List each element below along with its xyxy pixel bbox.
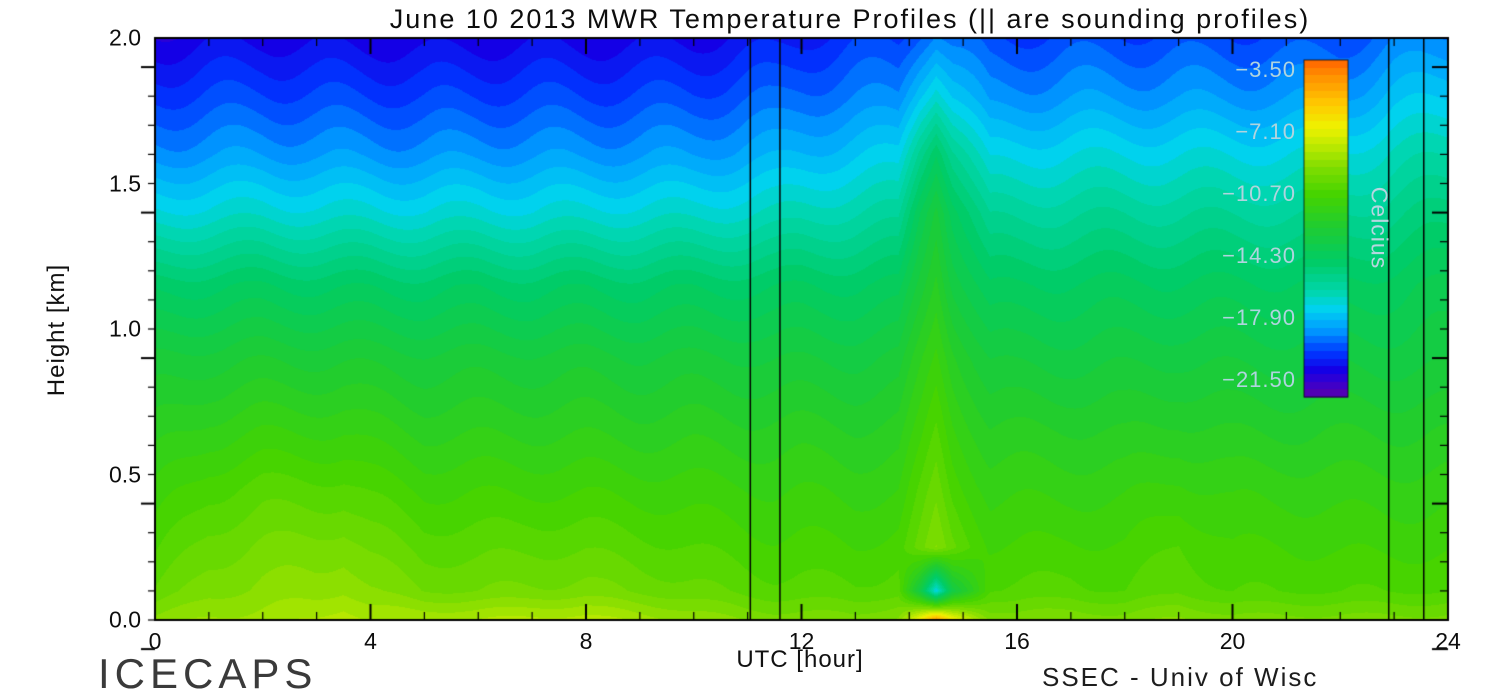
footer-icecaps: ICECAPS bbox=[98, 650, 318, 697]
x-tick-label: 0 bbox=[148, 628, 162, 654]
colorbar-label: Celcius bbox=[1366, 186, 1393, 270]
x-tick-label: 24 bbox=[1435, 628, 1461, 654]
colorbar-tick-label: −17.90 bbox=[1222, 304, 1296, 330]
y-tick-label: 1.0 bbox=[109, 315, 141, 342]
colorbar-tick-label: −7.10 bbox=[1235, 119, 1296, 145]
x-tick-label: 8 bbox=[579, 628, 593, 654]
colorbar-tick-label: −10.70 bbox=[1222, 181, 1296, 207]
x-tick-label: 20 bbox=[1219, 628, 1246, 654]
y-axis-label: Height [km] bbox=[43, 263, 70, 397]
x-tick-label: 12 bbox=[788, 628, 815, 654]
x-tick-label: 4 bbox=[364, 628, 377, 654]
y-tick-label: 0.0 bbox=[109, 606, 141, 633]
y-tick-label: 0.5 bbox=[109, 461, 141, 487]
chart-title: June 10 2013 MWR Temperature Profiles (|… bbox=[389, 4, 1311, 34]
y-tick-label: 1.5 bbox=[109, 170, 141, 196]
colorbar-tick-label: −3.50 bbox=[1235, 57, 1296, 83]
footer-ssec: SSEC - Univ of Wisc bbox=[1042, 662, 1319, 692]
y-tick-label: 2.0 bbox=[109, 24, 141, 51]
x-axis-label: UTC [hour] bbox=[736, 646, 864, 673]
x-tick-label: 16 bbox=[1004, 628, 1030, 654]
colorbar-tick-label: −14.30 bbox=[1222, 243, 1296, 268]
colorbar-tick-label: −21.50 bbox=[1222, 366, 1296, 392]
